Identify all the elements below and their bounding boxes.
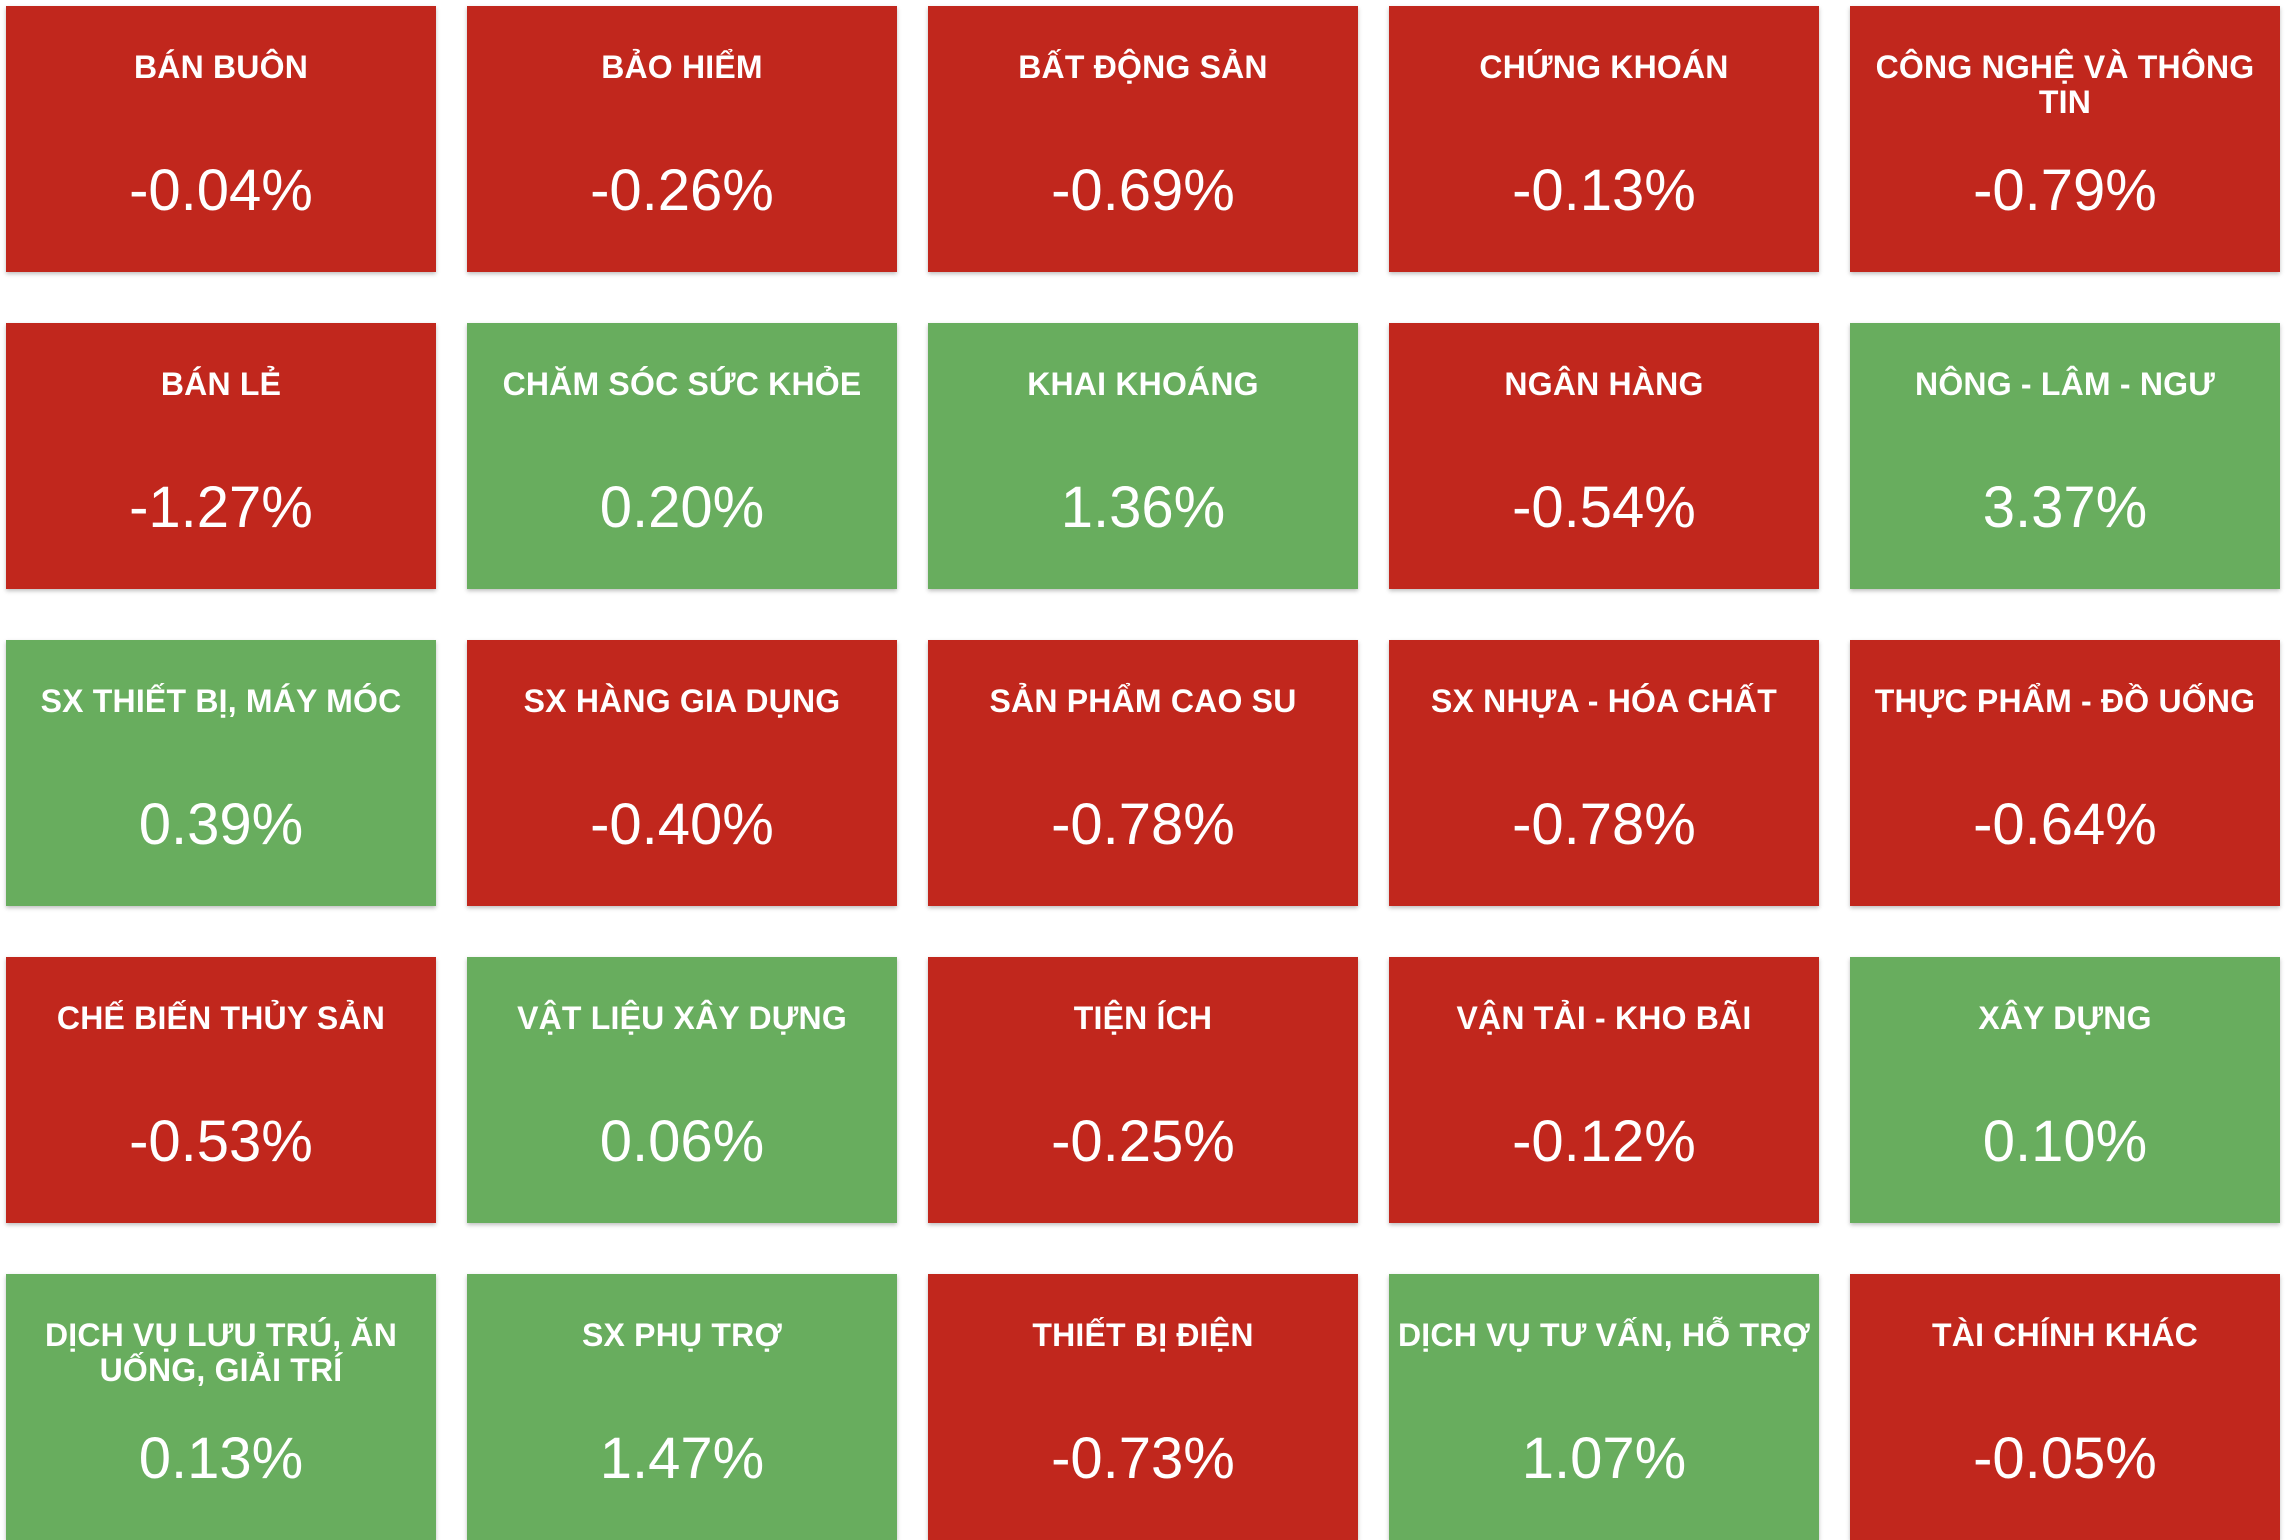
sector-change: 0.39%	[138, 792, 304, 857]
sector-name: CHỨNG KHOÁN	[1479, 49, 1729, 85]
sector-change: -0.54%	[1512, 475, 1696, 540]
sector-name: DỊCH VỤ LƯU TRÚ, ĂN UỐNG, GIẢI TRÍ	[44, 1317, 398, 1388]
sector-name: CHẾ BIẾN THỦY SẢN	[56, 1000, 386, 1036]
sector-change: -0.79%	[1973, 158, 2157, 223]
sector-change: -0.05%	[1973, 1426, 2157, 1491]
sector-name: BÁN BUÔN	[133, 49, 309, 85]
sector-tile[interactable]: CHĂM SÓC SỨC KHỎE 0.20%	[467, 323, 897, 589]
sector-tile[interactable]: THỰC PHẨM - ĐỒ UỐNG -0.64%	[1850, 640, 2280, 906]
sector-name: XÂY DỰNG	[1978, 1000, 2152, 1036]
sector-heatmap-grid: BÁN BUÔN -0.04% BẢO HIỂM -0.26% BẤT ĐỘNG S…	[6, 6, 2282, 1540]
sector-change: 1.47%	[599, 1426, 765, 1491]
sector-change: -0.40%	[590, 792, 774, 857]
sector-change: 1.07%	[1521, 1426, 1687, 1491]
sector-tile[interactable]: NGÂN HÀNG -0.54%	[1389, 323, 1819, 589]
sector-change: -0.73%	[1051, 1426, 1235, 1491]
sector-change: -0.13%	[1512, 158, 1696, 223]
sector-name: CÔNG NGHỆ VÀ THÔNG TIN	[1875, 49, 2255, 120]
sector-change: -1.27%	[129, 475, 313, 540]
sector-tile[interactable]: THIẾT BỊ ĐIỆN -0.73%	[928, 1274, 1358, 1540]
sector-name: SẢN PHẨM CAO SU	[989, 683, 1297, 719]
sector-tile[interactable]: SX THIẾT BỊ, MÁY MÓC 0.39%	[6, 640, 436, 906]
sector-tile[interactable]: VẬN TẢI - KHO BÃI -0.12%	[1389, 957, 1819, 1223]
sector-change: -0.12%	[1512, 1109, 1696, 1174]
sector-tile[interactable]: CÔNG NGHỆ VÀ THÔNG TIN -0.79%	[1850, 6, 2280, 272]
sector-tile[interactable]: BẤT ĐỘNG SẢN -0.69%	[928, 6, 1358, 272]
sector-change: -0.04%	[129, 158, 313, 223]
sector-tile[interactable]: SX HÀNG GIA DỤNG -0.40%	[467, 640, 897, 906]
sector-name: KHAI KHOÁNG	[1027, 366, 1259, 402]
sector-name: VẬN TẢI - KHO BÃI	[1456, 1000, 1752, 1036]
sector-name: SX NHỰA - HÓA CHẤT	[1431, 683, 1777, 719]
sector-name: CHĂM SÓC SỨC KHỎE	[502, 366, 862, 402]
sector-name: TIỆN ÍCH	[1073, 1000, 1213, 1036]
sector-name: THỰC PHẨM - ĐỒ UỐNG	[1874, 683, 2256, 719]
sector-tile[interactable]: TIỆN ÍCH -0.25%	[928, 957, 1358, 1223]
sector-name: DỊCH VỤ TƯ VẤN, HỖ TRỢ	[1397, 1317, 1811, 1353]
sector-name: THIẾT BỊ ĐIỆN	[1032, 1317, 1254, 1353]
sector-tile[interactable]: XÂY DỰNG 0.10%	[1850, 957, 2280, 1223]
sector-change: 0.06%	[599, 1109, 765, 1174]
sector-name: SX PHỤ TRỢ	[582, 1317, 782, 1353]
sector-tile[interactable]: BÁN BUÔN -0.04%	[6, 6, 436, 272]
sector-tile[interactable]: DỊCH VỤ LƯU TRÚ, ĂN UỐNG, GIẢI TRÍ 0.13%	[6, 1274, 436, 1540]
sector-change: 0.20%	[599, 475, 765, 540]
sector-name: BẤT ĐỘNG SẢN	[1018, 49, 1268, 85]
sector-tile[interactable]: TÀI CHÍNH KHÁC -0.05%	[1850, 1274, 2280, 1540]
sector-name: NGÂN HÀNG	[1504, 366, 1704, 402]
sector-name: SX THIẾT BỊ, MÁY MÓC	[40, 683, 402, 719]
sector-change: -0.25%	[1051, 1109, 1235, 1174]
sector-tile[interactable]: BẢO HIỂM -0.26%	[467, 6, 897, 272]
sector-name: SX HÀNG GIA DỤNG	[523, 683, 841, 719]
sector-tile[interactable]: VẬT LIỆU XÂY DỰNG 0.06%	[467, 957, 897, 1223]
sector-change: 3.37%	[1982, 475, 2148, 540]
sector-change: -0.64%	[1973, 792, 2157, 857]
sector-change: -0.78%	[1512, 792, 1696, 857]
sector-tile[interactable]: BÁN LẺ -1.27%	[6, 323, 436, 589]
sector-change: -0.69%	[1051, 158, 1235, 223]
sector-tile[interactable]: SX NHỰA - HÓA CHẤT -0.78%	[1389, 640, 1819, 906]
sector-tile[interactable]: SX PHỤ TRỢ 1.47%	[467, 1274, 897, 1540]
sector-tile[interactable]: KHAI KHOÁNG 1.36%	[928, 323, 1358, 589]
sector-change: -0.26%	[590, 158, 774, 223]
sector-change: -0.78%	[1051, 792, 1235, 857]
sector-change: 0.13%	[138, 1426, 304, 1491]
sector-tile[interactable]: DỊCH VỤ TƯ VẤN, HỖ TRỢ 1.07%	[1389, 1274, 1819, 1540]
sector-name: TÀI CHÍNH KHÁC	[1932, 1317, 2198, 1353]
sector-change: 0.10%	[1982, 1109, 2148, 1174]
sector-tile[interactable]: CHỨNG KHOÁN -0.13%	[1389, 6, 1819, 272]
sector-name: BÁN LẺ	[160, 366, 282, 402]
sector-name: VẬT LIỆU XÂY DỰNG	[517, 1000, 847, 1036]
sector-tile[interactable]: CHẾ BIẾN THỦY SẢN -0.53%	[6, 957, 436, 1223]
sector-tile[interactable]: NÔNG - LÂM - NGƯ 3.37%	[1850, 323, 2280, 589]
sector-tile[interactable]: SẢN PHẨM CAO SU -0.78%	[928, 640, 1358, 906]
sector-change: 1.36%	[1060, 475, 1226, 540]
sector-name: NÔNG - LÂM - NGƯ	[1915, 366, 2215, 402]
sector-change: -0.53%	[129, 1109, 313, 1174]
sector-name: BẢO HIỂM	[601, 49, 763, 85]
